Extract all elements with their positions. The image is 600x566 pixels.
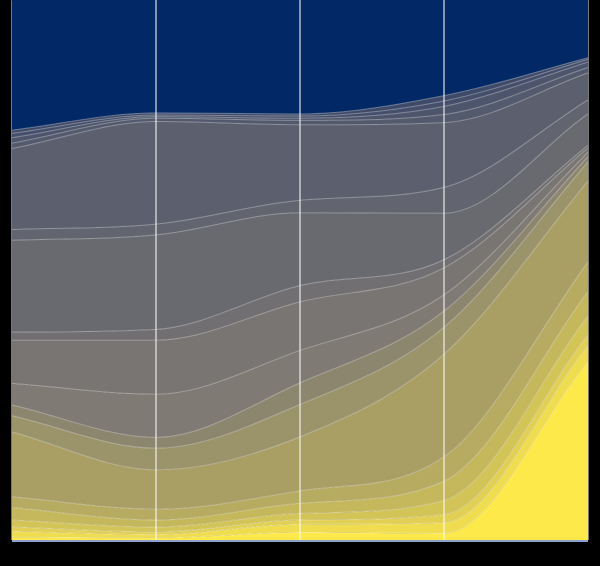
band-boundary-line-6 xyxy=(11,261,589,510)
area-band-18 xyxy=(12,59,588,138)
band-boundary-line-5 xyxy=(11,291,589,521)
plot-frame-layer xyxy=(11,0,589,542)
band-boundary-line-1 xyxy=(11,361,589,539)
band-boundary-line-2 xyxy=(11,345,589,536)
band-boundary-line-4 xyxy=(11,315,589,528)
gridline-layer xyxy=(155,0,445,540)
band-boundary-line-7 xyxy=(11,180,589,471)
area-band-1 xyxy=(12,361,588,540)
area-band-17 xyxy=(12,62,588,144)
band-boundary-line-3 xyxy=(11,334,589,533)
